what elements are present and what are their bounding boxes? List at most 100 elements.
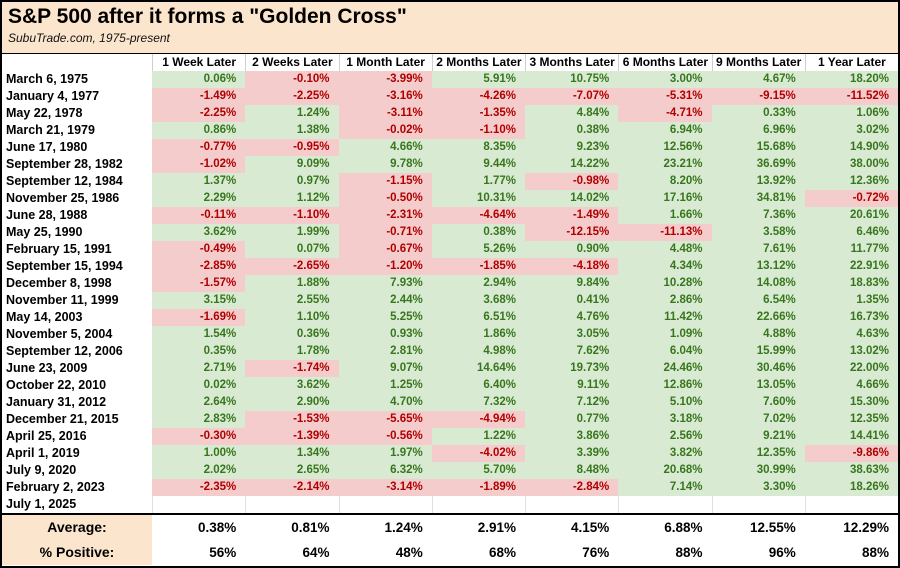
return-cell: 1.35% [804, 292, 898, 309]
return-cell: 1.10% [245, 309, 339, 326]
row-date-label: November 5, 2004 [2, 326, 152, 343]
row-date-label: April 25, 2016 [2, 428, 152, 445]
return-cell: 6.46% [804, 224, 898, 241]
return-cell: 14.08% [711, 275, 805, 292]
return-cell: 30.46% [711, 360, 805, 377]
return-cell: 38.63% [804, 462, 898, 479]
row-date-label: October 22, 2010 [2, 377, 152, 394]
return-cell: 20.68% [618, 462, 712, 479]
return-cell: -4.18% [525, 258, 619, 275]
column-header: 1 Month Later [338, 54, 432, 71]
return-cell: 13.02% [804, 343, 898, 360]
table-row: April 1, 2019 1.00% 1.34% 1.97% -4.02% 3.39% 3… [2, 445, 898, 462]
return-cell: 4.66% [804, 377, 898, 394]
return-cell: -4.94% [431, 411, 525, 428]
return-cell: 12.36% [804, 173, 898, 190]
return-cell: 4.63% [804, 326, 898, 343]
return-cell: -7.07% [525, 88, 619, 105]
return-cell: 4.98% [431, 343, 525, 360]
return-cell: 9.23% [525, 139, 619, 156]
return-cell: -0.50% [338, 190, 432, 207]
column-header: 1 Week Later [152, 54, 245, 71]
return-cell: 5.70% [431, 462, 525, 479]
row-date-label: September 12, 1984 [2, 173, 152, 190]
row-date-label: April 1, 2019 [2, 445, 152, 462]
return-cell: -0.49% [152, 241, 246, 258]
table-row: July 9, 2020 2.02% 2.65% 6.32% 5.70% 8.48% 20.… [2, 462, 898, 479]
return-cell: 3.68% [431, 292, 525, 309]
return-cell: 2.94% [431, 275, 525, 292]
return-cell: 30.99% [711, 462, 805, 479]
return-cell: 11.42% [618, 309, 712, 326]
return-cell: 1.66% [618, 207, 712, 224]
return-cell: 4.48% [618, 241, 712, 258]
return-cell: 14.41% [804, 428, 898, 445]
return-cell: 12.56% [618, 139, 712, 156]
return-cell: 34.81% [711, 190, 805, 207]
return-cell: 14.02% [525, 190, 619, 207]
return-cell: 9.78% [338, 156, 432, 173]
summary-footer: Average: 0.38% 0.81% 1.24% 2.91% 4.15% 6.88% 1… [2, 513, 898, 565]
return-cell: 1.34% [245, 445, 339, 462]
table-row: June 28, 1988 -0.11% -1.10% -2.31% -4.64% -1.… [2, 207, 898, 224]
average-cell: 4.15% [570, 520, 610, 535]
percent-positive-cell: 64% [302, 545, 330, 560]
return-cell: 17.16% [618, 190, 712, 207]
return-cell: 12.86% [618, 377, 712, 394]
return-cell: -1.57% [152, 275, 246, 292]
return-cell: -9.86% [804, 445, 898, 462]
percent-positive-cell: 48% [395, 545, 423, 560]
return-cell: 13.05% [711, 377, 805, 394]
return-cell: 3.02% [804, 122, 898, 139]
return-cell: 15.68% [711, 139, 805, 156]
return-cell: 3.39% [525, 445, 619, 462]
return-cell: 2.64% [152, 394, 246, 411]
table-row: May 25, 1990 3.62% 1.99% -0.71% 0.38% -12.15%… [2, 224, 898, 241]
return-cell: -3.16% [338, 88, 432, 105]
row-date-label: February 2, 2023 [2, 479, 152, 496]
return-cell: 7.60% [711, 394, 805, 411]
return-cell: -4.64% [431, 207, 525, 224]
return-cell: -0.95% [245, 139, 339, 156]
return-cell: 3.58% [711, 224, 805, 241]
return-cell: 0.77% [525, 411, 619, 428]
return-cell: -2.25% [245, 88, 339, 105]
table-row: May 14, 2003 -1.69% 1.10% 5.25% 6.51% 4.76% 11… [2, 309, 898, 326]
return-cell: 24.46% [618, 360, 712, 377]
percent-positive-cell: 88% [675, 545, 703, 560]
return-cell: -1.10% [245, 207, 339, 224]
return-cell: 5.25% [338, 309, 432, 326]
return-cell: -0.71% [338, 224, 432, 241]
return-cell: -0.98% [525, 173, 619, 190]
return-cell: 3.86% [525, 428, 619, 445]
return-cell: -1.49% [152, 88, 246, 105]
return-cell: 0.97% [245, 173, 339, 190]
return-cell: -2.25% [152, 105, 246, 122]
table-row: June 17, 1980 -0.77% -0.95% 4.66% 8.35% 9.23%… [2, 139, 898, 156]
table-row: January 4, 1977 -1.49% -2.25% -3.16% -4.26% -… [2, 88, 898, 105]
return-cell: -5.65% [338, 411, 432, 428]
return-cell: 6.04% [618, 343, 712, 360]
return-cell: 6.32% [338, 462, 432, 479]
date-column-header-spacer [2, 54, 152, 71]
return-cell: 9.21% [711, 428, 805, 445]
return-cell: 12.35% [804, 411, 898, 428]
return-cell: -2.85% [152, 258, 246, 275]
table-row: May 22, 1978 -2.25% 1.24% -3.11% -1.35% 4.84%… [2, 105, 898, 122]
return-cell: 6.96% [711, 122, 805, 139]
column-header: 9 Months Later [711, 54, 805, 71]
chart-title: S&P 500 after it forms a "Golden Cross" [8, 5, 407, 28]
return-cell: -1.74% [245, 360, 339, 377]
return-cell: -0.67% [338, 241, 432, 258]
return-cell: 13.92% [711, 173, 805, 190]
row-date-label: March 21, 1979 [2, 122, 152, 139]
return-cell [245, 496, 339, 513]
table-row: February 15, 1991 -0.49% 0.07% -0.67% 5.26% 0… [2, 241, 898, 258]
return-cell: 6.54% [711, 292, 805, 309]
return-cell: 0.02% [152, 377, 246, 394]
return-cell: 1.12% [245, 190, 339, 207]
return-cell: 9.09% [245, 156, 339, 173]
percent-positive-row: % Positive: 56% 64% 48% 68% 76% 88% 96% 88% [2, 540, 898, 565]
return-cell: 10.75% [525, 71, 619, 88]
